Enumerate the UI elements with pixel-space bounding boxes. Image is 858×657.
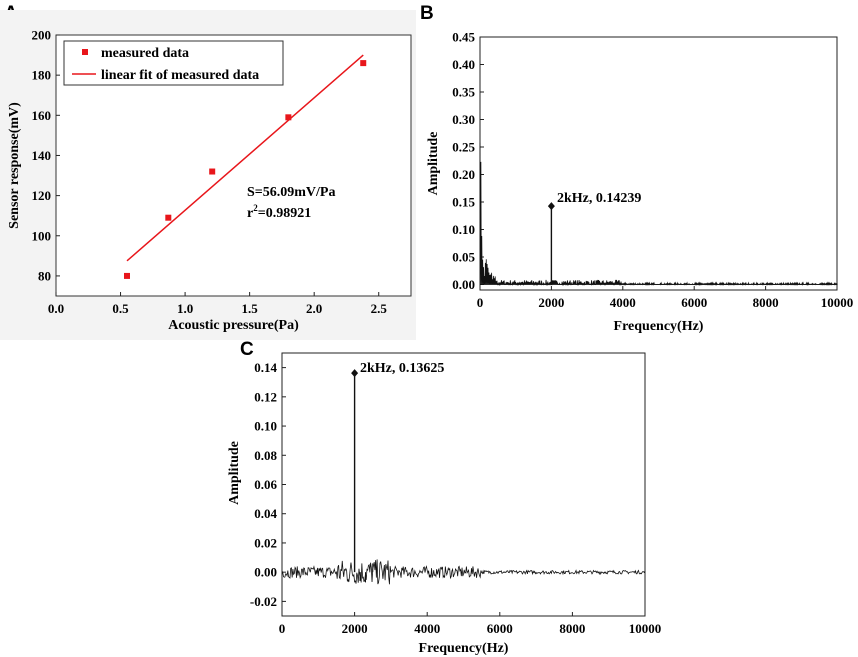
chart-b-data	[479, 142, 838, 287]
chart-b-xtick-label: 4000	[610, 295, 636, 310]
chart-c-xtick-label: 10000	[629, 621, 662, 636]
chart-b-ytick-label: 0.35	[452, 85, 475, 100]
chart-c-ytick-label: 0.02	[254, 535, 277, 550]
chart-b-ytick-label: 0.40	[452, 57, 475, 72]
chart-a-ytick-label: 140	[32, 148, 52, 163]
chart-a: 0.0 0.5 1.0 1.5 2.0 2.5 80 100 120 140 160 180 200 m…	[0, 10, 416, 340]
chart-c-ytick-label: -0.02	[250, 594, 277, 609]
chart-b-ytick-label: 0.45	[452, 30, 475, 45]
chart-a-ytick-label: 180	[32, 68, 52, 83]
chart-a-ticks: 0.0 0.5 1.0 1.5 2.0 2.5 80 100 120 140 160 180 200	[32, 28, 388, 317]
chart-b-xtick-label: 8000	[753, 295, 779, 310]
chart-c-ticks: 0 2000 4000 6000 8000 10000 -0.02 0.00 0.02 0.04 0…	[250, 360, 661, 636]
chart-b: 0 2000 4000 6000 8000 10000 0.00 0.05 0.10 0.15 0.…	[426, 30, 853, 335]
chart-b-xtick-label: 10000	[821, 295, 854, 310]
chart-a-xtick-label: 0.0	[48, 301, 64, 316]
chart-a-ylabel: Sensor response(mV)	[7, 102, 22, 229]
chart-a-xtick-label: 1.0	[177, 301, 193, 316]
chart-c-ytick-label: 0.04	[254, 506, 277, 521]
chart-c-plot-area	[281, 352, 646, 617]
chart-a-xtick-label: 1.5	[242, 301, 259, 316]
chart-b-xtick-label: 2000	[538, 295, 564, 310]
chart-c: 0 2000 4000 6000 8000 10000 -0.02 0.00 0.02 0.04 0…	[227, 352, 661, 656]
chart-a-xlabel: Acoustic pressure(Pa)	[168, 318, 299, 333]
chart-c-xtick-label: 4000	[414, 621, 440, 636]
legend-label-fit: linear fit of measured data	[101, 68, 259, 83]
chart-c-xtick-label: 0	[279, 621, 286, 636]
chart-c-data	[281, 369, 646, 585]
chart-b-ytick-label: 0.10	[452, 222, 475, 237]
chart-a-xtick-label: 2.0	[306, 301, 322, 316]
chart-b-xtick-label: 6000	[681, 295, 707, 310]
chart-c-xlabel: Frequency(Hz)	[419, 641, 509, 656]
chart-a-ytick-label: 120	[32, 188, 52, 203]
chart-a-data	[124, 54, 367, 279]
data-point	[124, 272, 130, 279]
chart-a-legend: measured data linear fit of measured dat…	[63, 40, 284, 86]
chart-b-xlabel: Frequency(Hz)	[614, 319, 704, 334]
chart-b-ytick-label: 0.15	[452, 195, 475, 210]
chart-b-ytick-label: 0.20	[452, 167, 475, 182]
chart-c-ylabel: Amplitude	[227, 441, 242, 505]
chart-b-ytick-label: 0.30	[452, 112, 475, 127]
spectrum-line	[281, 559, 646, 585]
chart-c-ytick-label: 0.08	[254, 448, 277, 463]
chart-c-xtick-label: 8000	[559, 621, 585, 636]
panel-letter-c: C	[240, 339, 254, 360]
chart-a-xtick-label: 0.5	[112, 301, 129, 316]
chart-a-ytick-label: 80	[38, 268, 51, 283]
chart-c-xtick-label: 6000	[487, 621, 513, 636]
chart-a-xtick-label: 2.5	[371, 301, 388, 316]
chart-b-plot-area	[479, 36, 838, 291]
annotation-r-squared: r2=0.98921	[247, 203, 311, 221]
data-point	[285, 114, 292, 121]
chart-c-ytick-label: 0.12	[254, 389, 277, 404]
chart-b-ticks: 0 2000 4000 6000 8000 10000 0.00 0.05 0.10 0.15 0.…	[452, 30, 853, 311]
data-point	[165, 214, 172, 221]
chart-b-ylabel: Amplitude	[426, 132, 441, 196]
chart-b-ytick-label: 0.05	[452, 250, 475, 265]
chart-c-ytick-label: 0.14	[254, 360, 277, 375]
fit-line	[126, 54, 364, 262]
data-point	[360, 60, 367, 67]
chart-b-ytick-label: 0.00	[452, 277, 475, 292]
chart-c-xtick-label: 2000	[342, 621, 368, 636]
chart-c-ytick-label: 0.10	[254, 419, 277, 434]
legend-marker-icon	[82, 49, 88, 55]
peak-marker	[547, 202, 555, 211]
chart-b-peak-label: 2kHz, 0.14239	[557, 191, 641, 206]
peak-marker	[351, 369, 359, 378]
chart-b-xtick-label: 0	[477, 295, 484, 310]
chart-a-ytick-label: 160	[32, 108, 52, 123]
panel-letter-b: B	[420, 3, 434, 24]
chart-a-ytick-label: 100	[32, 228, 52, 243]
chart-c-ytick-label: 0.06	[254, 477, 277, 492]
annotation-sensitivity: S=56.09mV/Pa	[247, 185, 335, 200]
chart-c-ytick-label: 0.00	[254, 565, 277, 580]
chart-c-peak-label: 2kHz, 0.13625	[360, 361, 444, 376]
chart-a-ytick-label: 200	[32, 28, 52, 43]
data-point	[209, 168, 216, 175]
legend-label-measured: measured data	[101, 46, 189, 61]
chart-b-ytick-label: 0.25	[452, 140, 475, 155]
legend-box	[63, 40, 284, 86]
